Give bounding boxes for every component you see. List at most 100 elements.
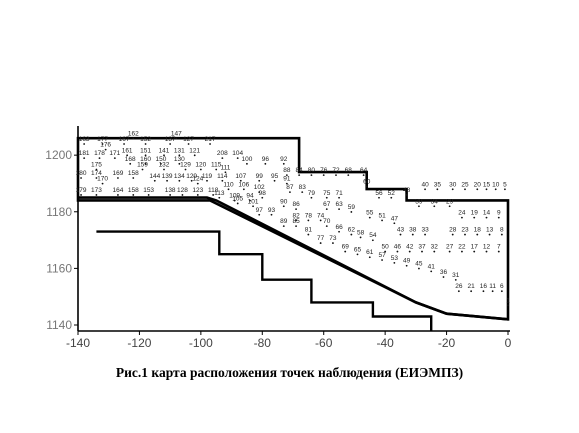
observation-point-marker xyxy=(442,276,445,278)
observation-point-label: 41 xyxy=(428,263,436,270)
observation-point-marker xyxy=(461,216,463,219)
observation-point-marker xyxy=(163,168,165,171)
observation-point-label: 151 xyxy=(140,147,151,154)
observation-point-marker xyxy=(338,196,340,199)
observation-point-label: 99 xyxy=(256,173,264,180)
observation-point-marker xyxy=(221,179,224,182)
observation-point-marker xyxy=(83,157,86,160)
observation-point-label: 38 xyxy=(409,227,417,234)
observation-point-marker xyxy=(504,188,506,191)
x-tick-label: -100 xyxy=(189,336,213,350)
observation-point-marker xyxy=(381,259,383,261)
observation-point-marker xyxy=(160,162,162,165)
observation-point-marker xyxy=(338,230,340,233)
observation-point-marker xyxy=(470,290,473,293)
observation-point-marker xyxy=(301,191,304,194)
observation-point-label: 128 xyxy=(177,187,188,194)
y-tick-label: 1140 xyxy=(46,318,72,332)
observation-point-marker xyxy=(101,143,104,145)
observation-point-marker xyxy=(273,179,276,182)
observation-point-label: 94 xyxy=(246,193,254,200)
observation-point-marker xyxy=(371,239,374,242)
observation-point-marker xyxy=(433,205,436,208)
observation-point-marker xyxy=(418,205,420,208)
observation-point-marker xyxy=(209,143,211,145)
observation-point-marker xyxy=(418,267,420,270)
observation-point-marker xyxy=(289,191,291,194)
observation-point-marker xyxy=(239,179,242,182)
observation-point-label: 46 xyxy=(394,244,402,251)
observation-point-marker xyxy=(196,194,199,196)
observation-point-label: 52 xyxy=(388,190,396,197)
observation-point-label: 127 xyxy=(183,136,194,143)
observation-point-marker xyxy=(190,179,193,182)
observation-point-label: 171 xyxy=(109,150,120,157)
observation-point-label: 14 xyxy=(483,210,491,217)
observation-point-marker xyxy=(163,154,165,157)
observation-point-label: 177 xyxy=(97,136,108,143)
observation-point-label: 66 xyxy=(335,224,343,231)
observation-point-marker xyxy=(488,233,491,236)
observation-point-label: 47 xyxy=(391,215,399,222)
observation-point-marker xyxy=(384,250,387,253)
observation-point-label: 158 xyxy=(128,170,139,177)
observation-point-marker xyxy=(104,148,107,151)
observation-point-label: 129 xyxy=(186,173,197,180)
observation-point-label: 67 xyxy=(323,201,331,208)
observation-point-marker xyxy=(221,157,224,160)
observation-point-label: 76 xyxy=(320,167,328,174)
observation-point-marker xyxy=(236,202,239,205)
observation-point-label: 69 xyxy=(342,244,350,251)
observation-point-label: 83 xyxy=(299,184,307,191)
observation-point-label: 55 xyxy=(366,210,374,217)
observation-point-marker xyxy=(227,188,230,191)
observation-point-label: 59 xyxy=(348,204,356,211)
observation-point-label: 100 xyxy=(241,156,252,163)
observation-point-marker xyxy=(436,188,439,191)
observation-point-marker xyxy=(233,199,236,202)
observation-point-label: 81 xyxy=(305,227,313,234)
observation-point-label: 163 xyxy=(79,136,90,143)
observation-point-label: 64 xyxy=(360,167,368,174)
observation-point-marker xyxy=(310,174,313,177)
observation-point-marker xyxy=(285,182,288,185)
observation-point-marker xyxy=(178,154,181,157)
observation-point-marker xyxy=(405,194,408,196)
observation-point-marker xyxy=(356,253,359,256)
observation-point-label: 93 xyxy=(268,207,276,214)
observation-point-label: 85 xyxy=(292,218,300,225)
observation-point-label: 27 xyxy=(446,244,454,251)
observation-point-marker xyxy=(411,233,414,236)
observation-point-marker xyxy=(494,188,497,191)
observation-point-marker xyxy=(295,208,297,211)
observation-point-label: 178 xyxy=(94,150,105,157)
observation-point-marker xyxy=(497,250,500,253)
observation-point-marker xyxy=(500,290,503,293)
observation-point-label: 181 xyxy=(79,150,90,157)
observation-point-label: 1 xyxy=(506,297,510,304)
observation-point-label: 161 xyxy=(122,147,133,154)
observation-point-marker xyxy=(144,162,147,165)
observation-point-label: 104 xyxy=(232,150,243,157)
observation-point-label: 160 xyxy=(140,156,151,163)
observation-point-marker xyxy=(178,162,181,165)
observation-point-label: 170 xyxy=(97,176,108,183)
observation-point-marker xyxy=(451,233,454,236)
observation-point-label: 43 xyxy=(397,227,405,234)
observation-point-label: 153 xyxy=(143,187,154,194)
observation-point-label: 48 xyxy=(403,187,411,194)
observation-point-marker xyxy=(187,143,190,145)
observation-point-label: 6 xyxy=(500,283,504,290)
observation-point-marker xyxy=(325,208,328,211)
observation-point-marker xyxy=(282,162,285,165)
observation-point-label: 150 xyxy=(155,156,166,163)
observation-point-label: 12 xyxy=(483,244,491,251)
observation-point-marker xyxy=(405,264,408,267)
observation-point-label: 21 xyxy=(468,283,476,290)
observation-point-marker xyxy=(393,222,396,225)
observation-point-marker xyxy=(261,196,264,199)
observation-point-label: 86 xyxy=(292,201,300,208)
observation-point-marker xyxy=(399,233,402,236)
observation-point-marker xyxy=(332,242,334,244)
observation-point-marker xyxy=(344,250,347,253)
